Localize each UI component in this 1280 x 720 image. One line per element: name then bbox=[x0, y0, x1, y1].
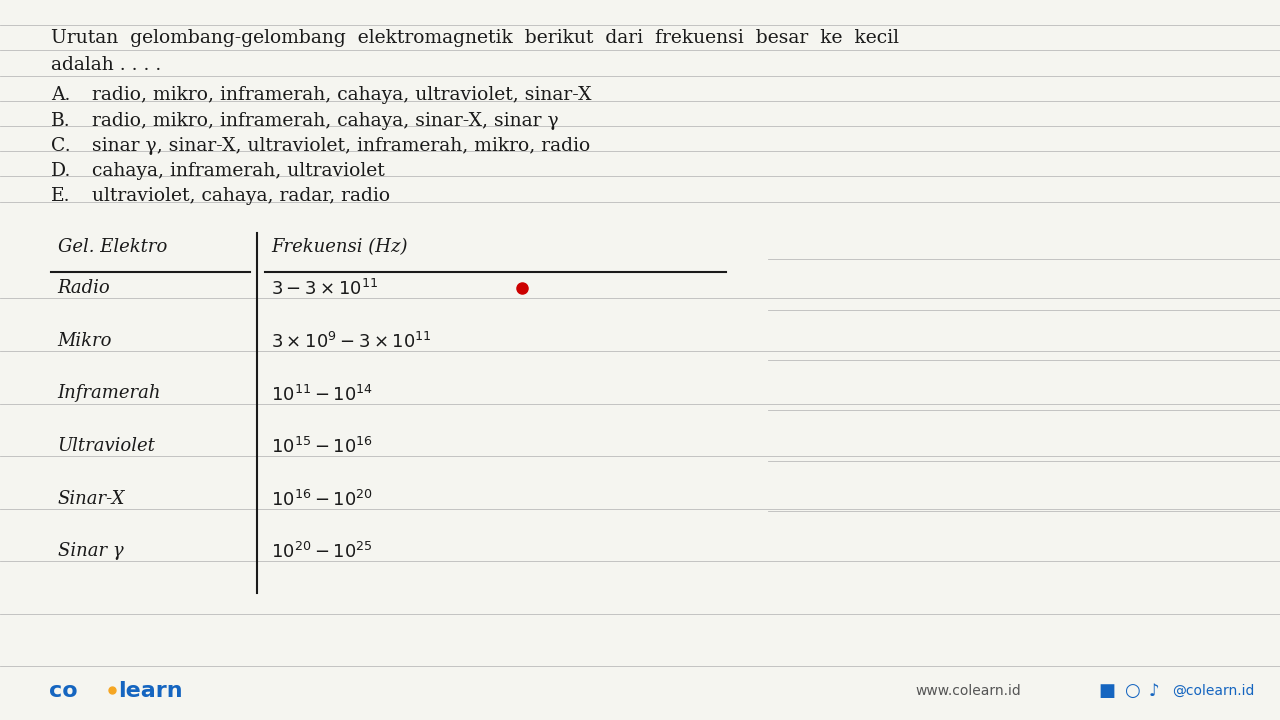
Text: @colearn.id: @colearn.id bbox=[1172, 684, 1254, 698]
Text: learn: learn bbox=[118, 681, 182, 701]
Text: B.: B. bbox=[51, 112, 70, 130]
Text: Sinar γ: Sinar γ bbox=[58, 542, 123, 560]
Text: Inframerah: Inframerah bbox=[58, 384, 161, 402]
Text: adalah . . . .: adalah . . . . bbox=[51, 56, 161, 74]
Text: E.: E. bbox=[51, 187, 70, 205]
Text: sinar γ, sinar-X, ultraviolet, inframerah, mikro, radio: sinar γ, sinar-X, ultraviolet, inframera… bbox=[92, 137, 590, 155]
Text: $10^{11} - 10^{14}$: $10^{11} - 10^{14}$ bbox=[271, 384, 374, 405]
Text: Urutan  gelombang-gelombang  elektromagnetik  berikut  dari  frekuensi  besar  k: Urutan gelombang-gelombang elektromagnet… bbox=[51, 29, 900, 47]
Text: www.colearn.id: www.colearn.id bbox=[915, 684, 1021, 698]
Text: Ultraviolet: Ultraviolet bbox=[58, 437, 155, 455]
Text: $10^{15} - 10^{16}$: $10^{15} - 10^{16}$ bbox=[271, 437, 374, 457]
Text: radio, mikro, inframerah, cahaya, ultraviolet, sinar-X: radio, mikro, inframerah, cahaya, ultrav… bbox=[92, 86, 591, 104]
Text: D.: D. bbox=[51, 162, 72, 180]
Text: A.: A. bbox=[51, 86, 70, 104]
Text: $10^{20} - 10^{25}$: $10^{20} - 10^{25}$ bbox=[271, 542, 372, 562]
Text: radio, mikro, inframerah, cahaya, sinar-X, sinar γ: radio, mikro, inframerah, cahaya, sinar-… bbox=[92, 112, 559, 130]
Text: C.: C. bbox=[51, 137, 70, 155]
Text: Gel. Elektro: Gel. Elektro bbox=[58, 238, 166, 256]
Text: cahaya, inframerah, ultraviolet: cahaya, inframerah, ultraviolet bbox=[92, 162, 385, 180]
Text: ○: ○ bbox=[1124, 683, 1139, 700]
Text: ♪: ♪ bbox=[1148, 683, 1158, 700]
Text: ■: ■ bbox=[1098, 683, 1115, 700]
Text: Sinar-X: Sinar-X bbox=[58, 490, 125, 508]
Text: co: co bbox=[49, 681, 77, 701]
Text: $3\times10^{9} - 3\times10^{11}$: $3\times10^{9} - 3\times10^{11}$ bbox=[271, 332, 433, 352]
Text: Frekuensi (Hz): Frekuensi (Hz) bbox=[271, 238, 408, 256]
Text: $3 - 3\times10^{11}$: $3 - 3\times10^{11}$ bbox=[271, 279, 379, 300]
Text: Mikro: Mikro bbox=[58, 332, 113, 350]
Text: Radio: Radio bbox=[58, 279, 110, 297]
Text: $10^{16} - 10^{20}$: $10^{16} - 10^{20}$ bbox=[271, 490, 374, 510]
Text: ultraviolet, cahaya, radar, radio: ultraviolet, cahaya, radar, radio bbox=[92, 187, 390, 205]
